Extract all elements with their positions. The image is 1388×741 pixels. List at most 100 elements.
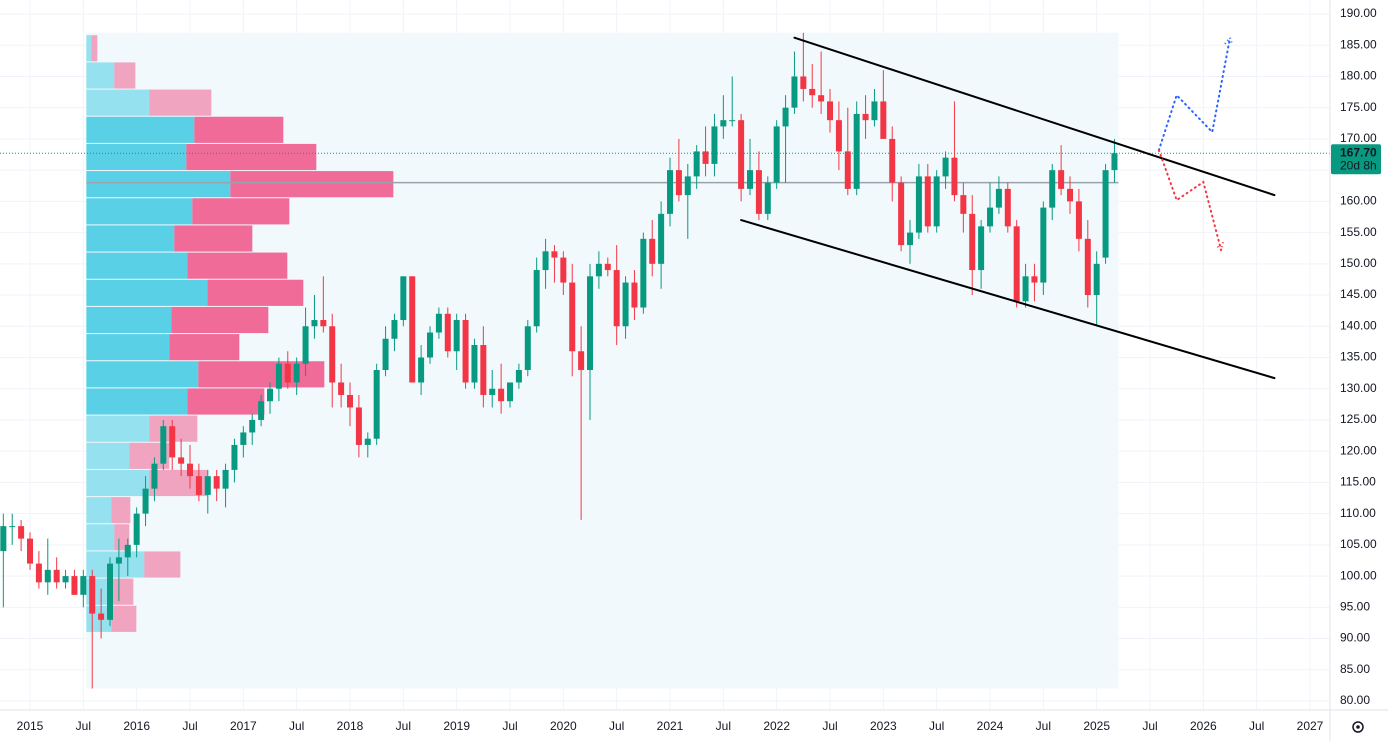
candle-body	[578, 351, 585, 370]
candle-body	[107, 563, 114, 620]
x-tick-label: Jul	[182, 719, 197, 733]
candle-body	[675, 170, 682, 196]
candle-body	[53, 569, 60, 583]
profile-down	[111, 605, 137, 632]
y-tick-label: 130.00	[1340, 381, 1377, 395]
profile-up	[86, 442, 130, 469]
y-tick-label: 160.00	[1340, 194, 1377, 208]
y-tick-label: 190.00	[1340, 6, 1377, 20]
candle-body	[355, 407, 362, 445]
y-tick-label: 105.00	[1340, 537, 1377, 551]
profile-up	[86, 225, 175, 252]
x-tick-label: 2018	[337, 719, 364, 733]
candle-body	[187, 463, 194, 477]
candle-body	[142, 488, 149, 514]
candle-body	[1040, 207, 1047, 283]
candle-body	[755, 170, 762, 214]
candle-body	[1084, 238, 1091, 296]
profile-down	[187, 252, 288, 279]
candle-body	[809, 88, 816, 96]
candle-body	[782, 107, 789, 127]
candle-body	[1067, 188, 1074, 202]
candle-body	[169, 426, 176, 458]
candle-body	[240, 432, 247, 445]
candle-body	[880, 101, 887, 139]
candle-body	[213, 476, 220, 489]
candle-body	[569, 282, 576, 352]
candle-body	[587, 276, 594, 370]
candle-body	[444, 313, 451, 352]
candle-body	[764, 182, 771, 214]
candle-body	[649, 238, 656, 264]
x-tick-label: Jul	[502, 719, 517, 733]
candle-body	[471, 345, 478, 383]
candle-body	[1058, 170, 1065, 189]
profile-up	[86, 89, 150, 116]
candle-body	[507, 382, 514, 402]
candle-body	[604, 263, 611, 271]
profile-up	[86, 252, 188, 279]
profile-up	[86, 415, 150, 442]
profile-up	[86, 334, 170, 361]
candle-body	[1004, 188, 1011, 227]
candle-body	[907, 232, 914, 246]
candle-body	[27, 538, 33, 564]
profile-up	[86, 35, 92, 62]
profile-down	[109, 578, 134, 605]
x-tick-label: Jul	[929, 719, 944, 733]
profile-down	[144, 551, 181, 578]
candle-body	[622, 282, 629, 327]
candle-body	[791, 76, 798, 108]
candle-body	[924, 176, 931, 227]
candle-body	[969, 213, 976, 271]
x-tick-label: 2027	[1297, 719, 1324, 733]
candle-body	[640, 238, 647, 308]
candle-body	[1013, 226, 1020, 302]
countdown-label: 20d 8h	[1340, 158, 1377, 172]
candle-body	[960, 195, 967, 214]
candle-body	[338, 382, 345, 395]
y-tick-label: 95.00	[1340, 599, 1370, 613]
projection-path	[1157, 36, 1232, 152]
settings-icon[interactable]	[1352, 721, 1364, 733]
y-tick-label: 135.00	[1340, 350, 1377, 364]
profile-up	[86, 497, 112, 524]
arrow-head	[1214, 242, 1225, 253]
candle-body	[542, 251, 549, 271]
candle-body	[1075, 201, 1082, 239]
candle-body	[275, 363, 282, 389]
candle-body	[364, 438, 371, 445]
candle-body	[862, 113, 869, 121]
price-label-box	[1331, 144, 1381, 175]
candle-body	[1111, 153, 1118, 171]
y-tick-label: 120.00	[1340, 443, 1377, 457]
x-tick-label: Jul	[76, 719, 91, 733]
candle-body	[133, 513, 140, 545]
candle-body	[978, 226, 985, 271]
trend-line	[793, 36, 1276, 197]
profile-up	[86, 143, 187, 171]
profile-down	[171, 306, 269, 334]
candle-body	[773, 126, 780, 183]
candle-body	[684, 176, 691, 196]
candle-body	[480, 345, 487, 395]
candle-body	[498, 388, 505, 402]
y-tick-label: 180.00	[1340, 69, 1377, 83]
candle-body	[160, 426, 167, 464]
y-tick-label: 85.00	[1340, 662, 1370, 676]
x-tick-label: Jul	[1142, 719, 1157, 733]
candle-body	[80, 576, 87, 595]
candle-body	[249, 419, 256, 433]
candle-body	[302, 326, 309, 364]
candle-body	[71, 576, 78, 595]
profile-down	[91, 35, 98, 62]
candle-body	[9, 526, 16, 528]
candle-body	[702, 151, 709, 164]
candle-body	[258, 401, 265, 420]
profile-down	[230, 171, 394, 198]
candle-body	[524, 326, 531, 370]
candle-body	[933, 176, 940, 227]
x-tick-label: Jul	[609, 719, 624, 733]
candle-body	[693, 151, 700, 177]
candle-body	[631, 282, 638, 308]
